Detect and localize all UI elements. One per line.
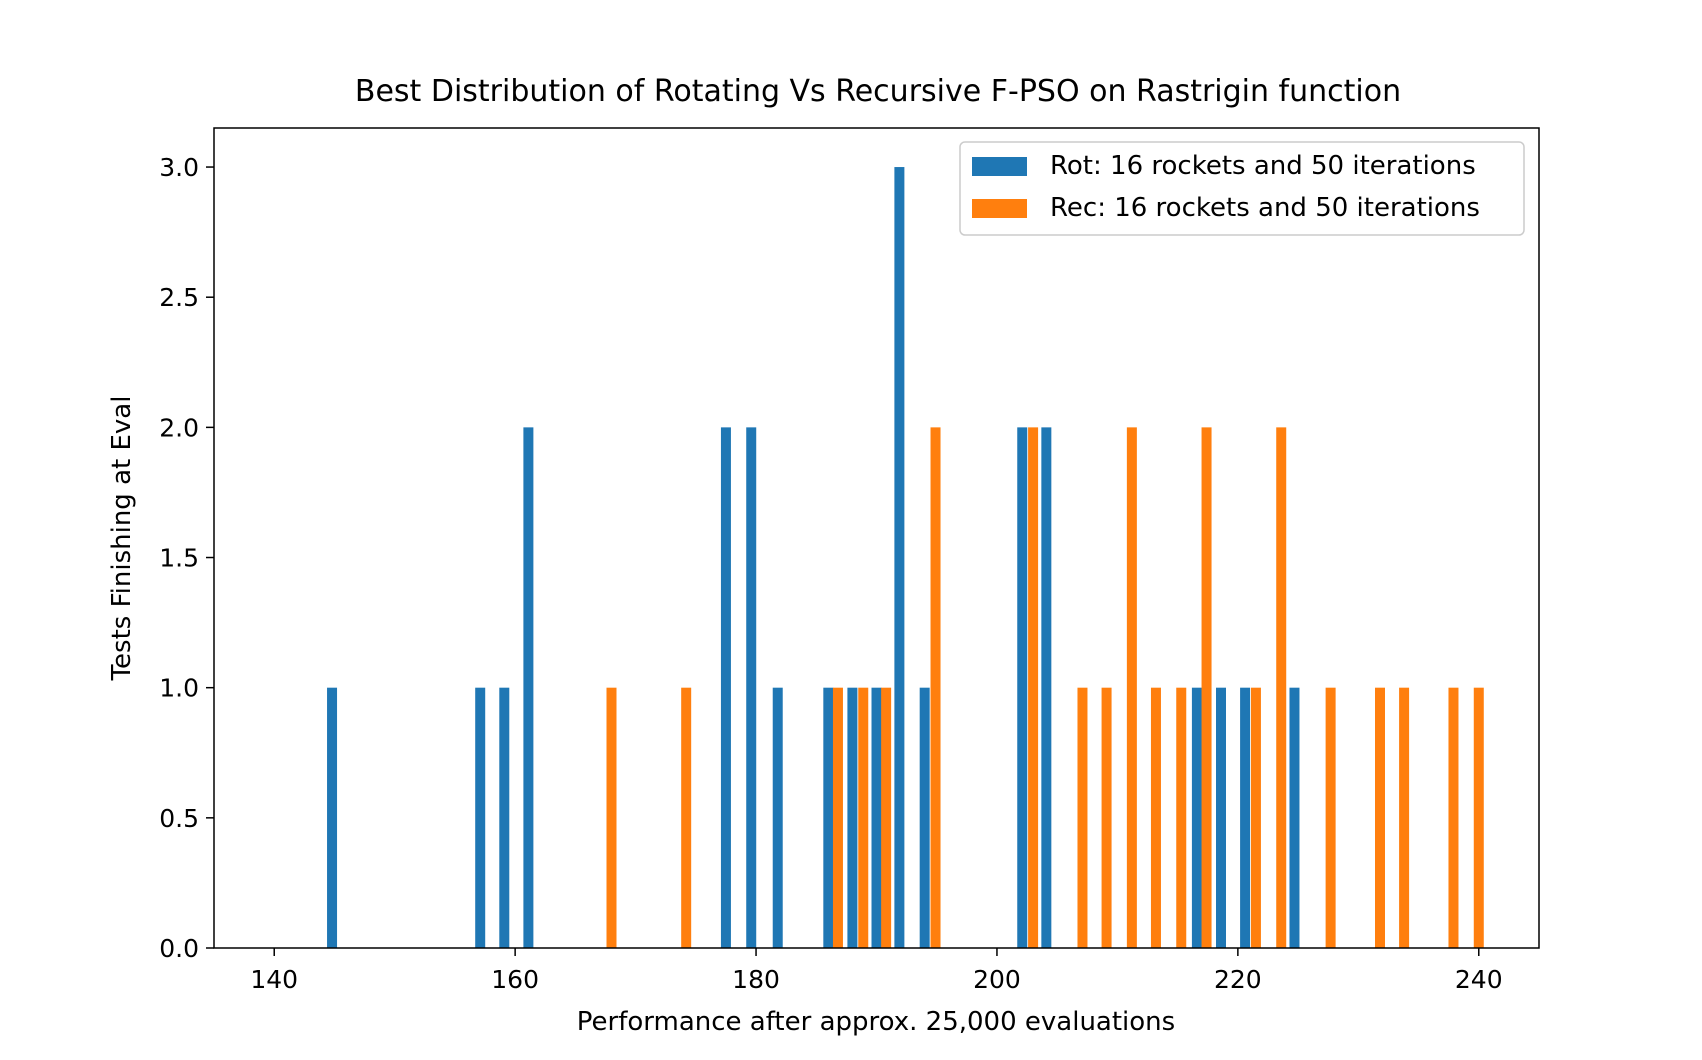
bar-rot (1041, 427, 1052, 948)
bar-rec (1399, 687, 1410, 948)
x-tick-label: 180 (732, 965, 780, 994)
bar-rec (1448, 687, 1459, 948)
legend: Rot: 16 rockets and 50 iterations Rec: 1… (959, 141, 1525, 236)
y-tick-label: 1.5 (159, 544, 199, 573)
bar-rec (1176, 687, 1187, 948)
bar-rec (606, 687, 617, 948)
bar-rec (1201, 427, 1212, 948)
y-tick-label: 1.0 (159, 674, 199, 703)
bar-rec (1375, 687, 1385, 948)
bar-rec (1325, 687, 1336, 948)
bar-rec (681, 687, 692, 948)
y-tick-label: 2.5 (159, 283, 199, 312)
bar-rot (772, 687, 783, 948)
chart-title: Best Distribution of Rotating Vs Recursi… (355, 74, 1401, 109)
bar-rot (475, 687, 486, 948)
y-tick-label: 2.0 (159, 413, 199, 442)
plot-frame (213, 127, 1540, 949)
x-axis-label: Performance after approx. 25,000 evaluat… (577, 1007, 1175, 1037)
x-tick-label: 240 (1455, 965, 1503, 994)
legend-label-rec: Rec: 16 rockets and 50 iterations (1050, 193, 1480, 223)
bar-rot (894, 167, 905, 949)
bar-rec (832, 687, 843, 948)
bar-rot (720, 427, 731, 948)
bar-rot (1240, 687, 1251, 948)
legend-label-rot: Rot: 16 rockets and 50 iterations (1050, 151, 1476, 181)
bar-rec (1250, 687, 1261, 948)
legend-box (959, 141, 1525, 236)
bar-rot (746, 427, 757, 948)
bars-layer (327, 167, 1484, 949)
bar-rec (858, 687, 869, 948)
bar-rec (1028, 427, 1039, 948)
x-axis-ticks: 140 160 180 200 220 240 (250, 948, 1503, 994)
bar-rot (1216, 687, 1226, 948)
bar-rot (499, 687, 510, 948)
x-tick-label: 160 (491, 965, 539, 994)
x-tick-label: 220 (1214, 965, 1262, 994)
legend-swatch-rec (972, 199, 1027, 218)
bar-rec (881, 687, 892, 948)
x-tick-label: 200 (973, 965, 1021, 994)
bar-rec (930, 427, 941, 948)
bar-rec (1276, 427, 1287, 948)
y-tick-label: 3.0 (159, 153, 199, 182)
x-tick-label: 140 (250, 965, 298, 994)
bar-rot (823, 687, 834, 948)
bar-rec (1150, 687, 1161, 948)
legend-swatch-rot (972, 157, 1027, 176)
bar-rec (1126, 427, 1137, 948)
bar-rec (1101, 687, 1112, 948)
bar-rec (1077, 687, 1088, 948)
bar-rot (847, 687, 858, 948)
bar-rec (1473, 687, 1484, 948)
bar-rot (871, 687, 882, 948)
bar-rot (919, 687, 930, 948)
y-axis-label: Tests Finishing at Eval (107, 396, 137, 682)
bar-rot (1289, 687, 1300, 948)
bar-rot (1191, 687, 1202, 948)
bar-rot (327, 687, 338, 948)
y-axis-ticks: 0.0 0.5 1.0 1.5 2.0 2.5 3.0 (159, 153, 214, 963)
y-tick-label: 0.5 (159, 804, 199, 833)
bar-rot (1017, 427, 1028, 948)
y-tick-label: 0.0 (159, 934, 199, 963)
bar-rot (523, 427, 534, 948)
